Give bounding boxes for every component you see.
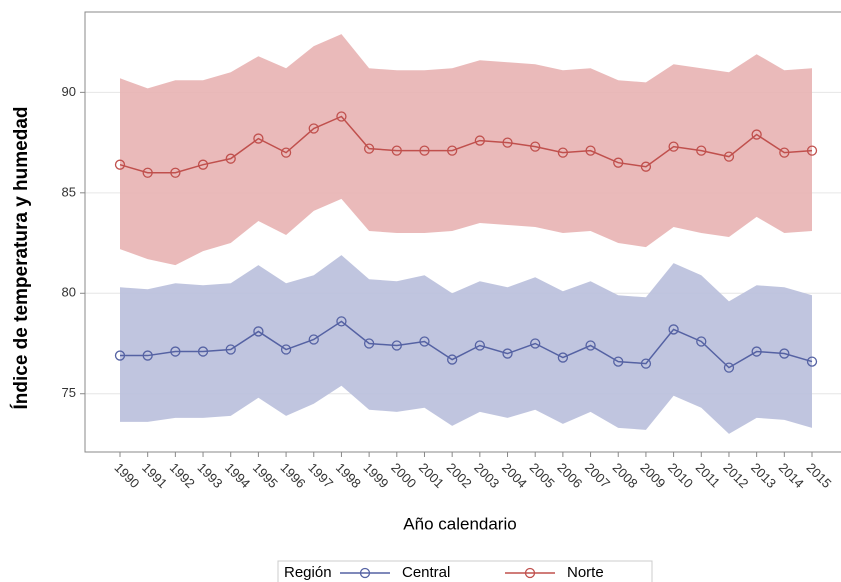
point xyxy=(723,151,735,162)
point xyxy=(170,167,181,178)
x-axis-label: Año calendario xyxy=(403,514,516,533)
point xyxy=(225,344,236,355)
band xyxy=(120,34,812,266)
point xyxy=(447,354,458,365)
point xyxy=(336,316,347,327)
y-axis-label: Índice de temperatura y humedad xyxy=(10,106,32,409)
legend-box xyxy=(277,560,653,582)
point xyxy=(419,336,430,347)
point xyxy=(114,159,126,170)
point xyxy=(253,326,264,337)
point xyxy=(751,346,762,357)
point xyxy=(585,145,596,156)
point xyxy=(502,137,513,148)
point xyxy=(363,338,375,349)
y-tick-label: 75 xyxy=(62,385,76,400)
point xyxy=(363,143,375,154)
point xyxy=(447,145,458,156)
y-tick-label: 85 xyxy=(62,184,76,199)
point xyxy=(668,141,679,152)
point xyxy=(723,362,735,373)
point xyxy=(585,340,596,351)
point xyxy=(308,123,319,134)
point xyxy=(197,346,209,357)
legend-label: Central xyxy=(402,564,450,581)
y-tick-label: 90 xyxy=(62,84,76,99)
point xyxy=(280,344,292,355)
legend-title: Región xyxy=(284,564,332,581)
point xyxy=(197,159,209,170)
point xyxy=(806,356,818,367)
point xyxy=(613,356,624,367)
point xyxy=(142,350,153,361)
point xyxy=(557,352,569,363)
point xyxy=(668,324,679,335)
point xyxy=(474,340,485,351)
point xyxy=(170,346,181,357)
legend-marker xyxy=(524,567,536,579)
point xyxy=(474,135,485,146)
y-tick-label: 80 xyxy=(62,285,76,300)
band xyxy=(120,255,812,434)
point xyxy=(253,133,264,144)
point xyxy=(696,336,707,347)
point xyxy=(114,350,126,361)
point xyxy=(696,145,707,156)
point xyxy=(336,111,347,122)
point xyxy=(280,147,292,158)
point xyxy=(308,334,319,345)
point xyxy=(419,145,430,156)
point xyxy=(391,145,402,156)
plot-frame xyxy=(84,11,841,453)
point xyxy=(779,147,790,158)
point xyxy=(640,358,652,369)
point xyxy=(806,145,818,156)
point xyxy=(142,167,153,178)
legend-label: Norte xyxy=(567,564,604,581)
point xyxy=(751,129,762,140)
point xyxy=(391,340,402,351)
point xyxy=(530,338,541,349)
point xyxy=(557,147,569,158)
point xyxy=(640,161,652,172)
point xyxy=(502,348,513,359)
point xyxy=(225,153,236,164)
legend-marker xyxy=(359,567,371,579)
point xyxy=(779,348,790,359)
point xyxy=(613,157,624,168)
point xyxy=(530,141,541,152)
